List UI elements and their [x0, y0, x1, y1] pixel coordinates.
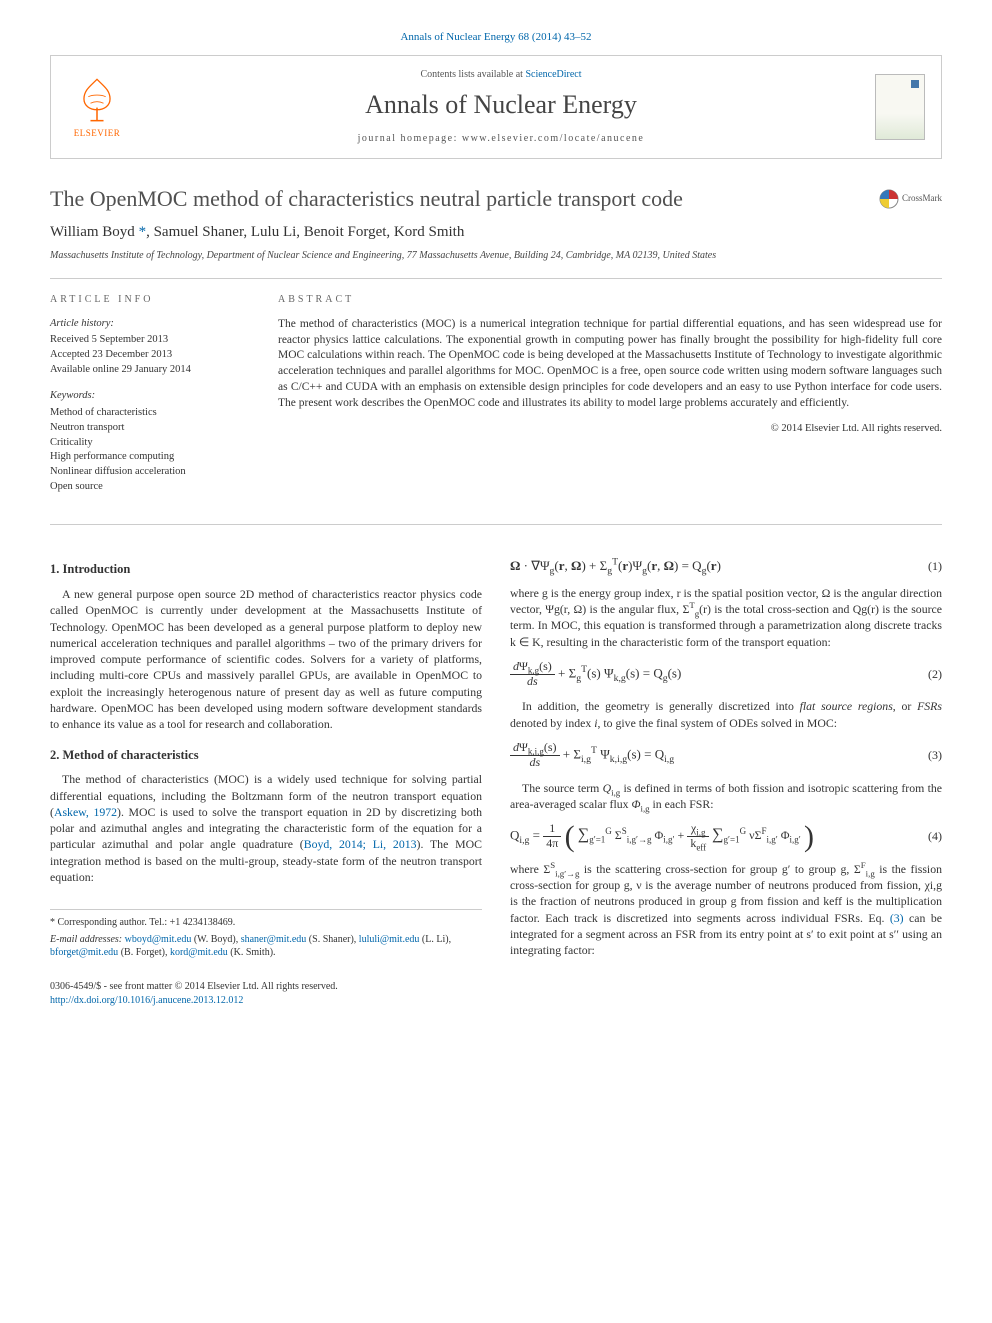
equation-2-body: dΨk,g(s)ds + ΣgT(s) Ψk,g(s) = Qg(s): [510, 660, 920, 689]
abstract-heading: abstract: [278, 293, 942, 307]
equation-2-number: (2): [920, 666, 942, 682]
eq3-post-text: The source term Qi,g is defined in terms…: [510, 781, 942, 811]
publisher-box-center: Contents lists available at ScienceDirec…: [127, 68, 875, 146]
contents-available-line: Contents lists available at ScienceDirec…: [127, 68, 875, 82]
history-line: Received 5 September 2013: [50, 333, 250, 348]
crossmark-badge[interactable]: CrossMark: [879, 189, 942, 209]
ref-askew-1972[interactable]: Askew, 1972: [54, 805, 117, 819]
eq4-post-a: where Σ: [510, 862, 550, 876]
contents-prefix: Contents lists available at: [420, 69, 525, 80]
eq4-post-b: is the scattering cross-section for grou…: [579, 862, 860, 876]
authors-text: William Boyd: [50, 224, 139, 240]
ref-eq3[interactable]: (3): [890, 911, 904, 925]
email-link[interactable]: shaner@mit.edu: [241, 934, 307, 945]
email-label: E-mail addresses:: [50, 934, 125, 945]
keyword: Criticality: [50, 436, 250, 451]
journal-homepage-line: journal homepage: www.elsevier.com/locat…: [127, 132, 875, 146]
abstract-copyright: © 2014 Elsevier Ltd. All rights reserved…: [278, 422, 942, 436]
article-history-label: Article history:: [50, 317, 250, 332]
equation-2: dΨk,g(s)ds + ΣgT(s) Ψk,g(s) = Qg(s) (2): [510, 660, 942, 689]
article-history-block: Article history: Received 5 September 20…: [50, 317, 250, 378]
email-name: (S. Shaner): [309, 934, 354, 945]
email-link[interactable]: wboyd@mit.edu: [125, 934, 192, 945]
email-link[interactable]: kord@mit.edu: [170, 947, 228, 958]
section-2-heading: 2. Method of characteristics: [50, 747, 482, 764]
keyword: Open source: [50, 480, 250, 495]
info-abstract-row: article info Article history: Received 5…: [50, 293, 942, 506]
homepage-label: journal homepage:: [358, 133, 462, 144]
email-name: (K. Smith): [230, 947, 273, 958]
email-link[interactable]: bforget@mit.edu: [50, 947, 118, 958]
footnote-area: * Corresponding author. Tel.: +1 4234138…: [50, 909, 482, 960]
equation-4-body: Qi,g = 14π ( ∑g′=1G ΣSi,g′→g Φi,g′ + χi,…: [510, 822, 920, 851]
corresponding-author-footnote: * Corresponding author. Tel.: +1 4234138…: [50, 916, 482, 930]
equation-4-number: (4): [920, 828, 942, 844]
eq3-post-para: The source term Qi,g is defined in terms…: [510, 780, 942, 813]
sciencedirect-link[interactable]: ScienceDirect: [525, 69, 581, 80]
abstract-column: abstract The method of characteristics (…: [278, 293, 942, 506]
issn-line: 0306-4549/$ - see front matter © 2014 El…: [50, 980, 482, 994]
article-info-column: article info Article history: Received 5…: [50, 293, 250, 506]
eq2-post-text: In addition, the geometry is generally d…: [510, 699, 942, 729]
equation-1-body: Ω · ∇Ψg(r, Ω) + ΣgT(r)Ψg(r, Ω) = Qg(r): [510, 557, 920, 575]
elsevier-logo: ELSEVIER: [67, 72, 127, 142]
journal-cover-thumbnail: [875, 74, 925, 140]
equation-3-number: (3): [920, 747, 942, 763]
left-column: 1. Introduction A new general purpose op…: [50, 547, 482, 1008]
equation-1-number: (1): [920, 558, 942, 574]
article-info-heading: article info: [50, 293, 250, 307]
equation-4: Qi,g = 14π ( ∑g′=1G ΣSi,g′→g Φi,g′ + χi,…: [510, 822, 942, 851]
email-line: E-mail addresses: wboyd@mit.edu (W. Boyd…: [50, 933, 482, 960]
body-two-column: 1. Introduction A new general purpose op…: [50, 547, 942, 1008]
history-line: Available online 29 January 2014: [50, 363, 250, 378]
elsevier-label: ELSEVIER: [74, 127, 121, 139]
keyword: High performance computing: [50, 450, 250, 465]
journal-citation: Annals of Nuclear Energy 68 (2014) 43–52: [50, 30, 942, 45]
eq2-post-para: In addition, the geometry is generally d…: [510, 698, 942, 731]
publisher-box: ELSEVIER Contents lists available at Sci…: [50, 55, 942, 159]
affiliation: Massachusetts Institute of Technology, D…: [50, 249, 942, 263]
divider-top: [50, 278, 942, 279]
eq1-post-para: where g is the energy group index, r is …: [510, 585, 942, 650]
email-name: (B. Forget): [121, 947, 165, 958]
keyword: Method of characteristics: [50, 406, 250, 421]
eq4-post-para: where ΣSi,g′→g is the scattering cross-s…: [510, 861, 942, 959]
section-1-para: A new general purpose open source 2D met…: [50, 586, 482, 732]
equation-3-body: dΨk,i,g(s)ds + Σi,gT Ψk,i,g(s) = Qi,g: [510, 741, 920, 770]
equation-1: Ω · ∇Ψg(r, Ω) + ΣgT(r)Ψg(r, Ω) = Qg(r) (…: [510, 557, 942, 575]
history-line: Accepted 23 December 2013: [50, 348, 250, 363]
crossmark-label: CrossMark: [902, 193, 942, 204]
authors-line: William Boyd *, Samuel Shaner, Lulu Li, …: [50, 222, 942, 242]
crossmark-icon: [879, 189, 899, 209]
doi-link[interactable]: http://dx.doi.org/10.1016/j.anucene.2013…: [50, 995, 243, 1006]
abstract-text: The method of characteristics (MOC) is a…: [278, 317, 942, 412]
elsevier-tree-icon: [75, 75, 119, 125]
keyword: Neutron transport: [50, 421, 250, 436]
section-2-para: The method of characteristics (MOC) is a…: [50, 771, 482, 885]
section-1-heading: 1. Introduction: [50, 561, 482, 578]
email-name: (L. Li): [422, 934, 449, 945]
keywords-block: Keywords: Method of characteristics Neut…: [50, 389, 250, 494]
keyword: Nonlinear diffusion acceleration: [50, 465, 250, 480]
doi-block: 0306-4549/$ - see front matter © 2014 El…: [50, 980, 482, 1008]
homepage-url: www.elsevier.com/locate/anucene: [462, 133, 644, 144]
email-name: (W. Boyd): [194, 934, 236, 945]
email-link[interactable]: lululi@mit.edu: [359, 934, 420, 945]
ref-boyd-li[interactable]: Boyd, 2014; Li, 2013: [304, 837, 417, 851]
article-title-row: The OpenMOC method of characteristics ne…: [50, 185, 942, 213]
journal-citation-link[interactable]: Annals of Nuclear Energy 68 (2014) 43–52: [400, 31, 591, 43]
keywords-label: Keywords:: [50, 389, 250, 404]
divider-mid: [50, 524, 942, 525]
authors-rest: , Samuel Shaner, Lulu Li, Benoit Forget,…: [146, 224, 464, 240]
right-column: Ω · ∇Ψg(r, Ω) + ΣgT(r)Ψg(r, Ω) = Qg(r) (…: [510, 547, 942, 1008]
corresponding-marker[interactable]: *: [139, 224, 147, 240]
journal-title: Annals of Nuclear Energy: [127, 87, 875, 122]
article-title: The OpenMOC method of characteristics ne…: [50, 185, 683, 213]
equation-3: dΨk,i,g(s)ds + Σi,gT Ψk,i,g(s) = Qi,g (3…: [510, 741, 942, 770]
